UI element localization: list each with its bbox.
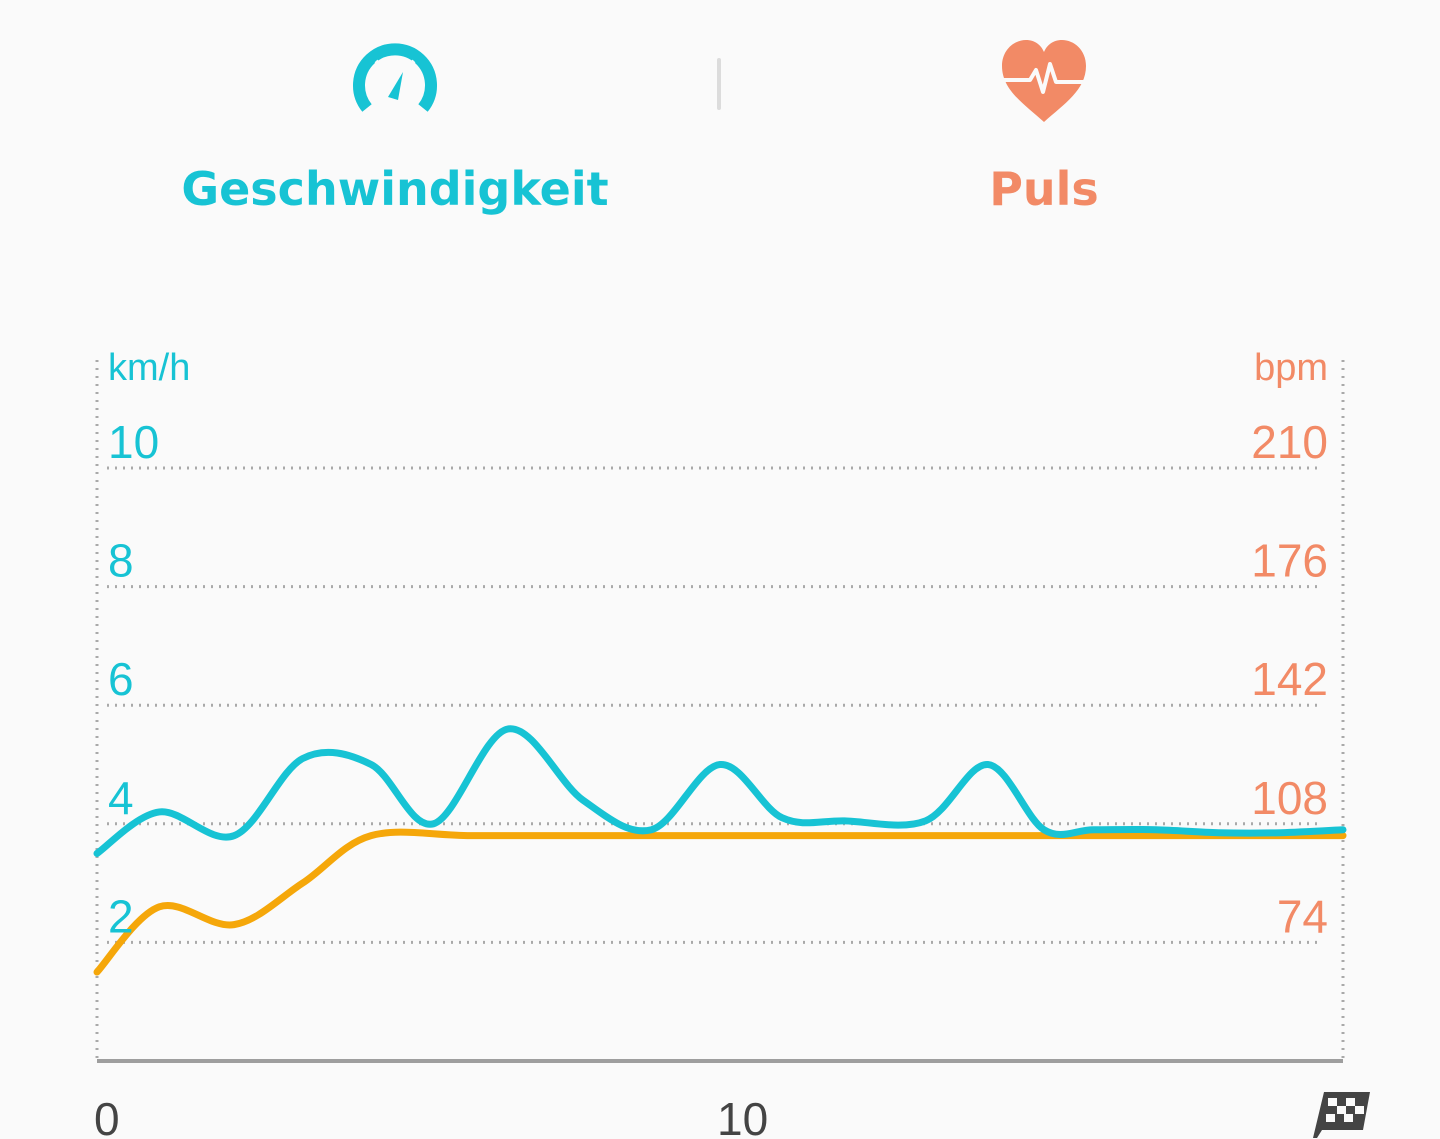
tab-pulse[interactable]: Puls [784,30,1304,230]
right-axis-unit: bpm [1254,347,1328,389]
left-tick-label: 4 [108,772,134,824]
speed-line [93,725,1347,857]
speed-pulse-chart: 2 74 4 108 6 142 8 176 10 210 0 10 km/h bpm [93,347,1370,1139]
left-tick-label: 10 [108,416,159,468]
right-tick-label: 142 [1251,653,1328,705]
left-tick-label: 8 [108,535,134,587]
speedometer-icon [353,43,437,112]
left-tick-label: 6 [108,653,134,705]
right-tick-label: 74 [1277,890,1328,942]
x-tick-label: 0 [94,1093,120,1139]
right-tick-label: 210 [1251,416,1328,468]
x-tick-label: 10 [717,1093,768,1139]
tab-pulse-label: Puls [989,162,1099,216]
right-tick-label: 176 [1251,535,1328,587]
tab-speed[interactable]: Geschwindigkeit [135,30,655,230]
tab-speed-label: Geschwindigkeit [181,162,609,216]
right-tick-label: 108 [1251,772,1328,824]
left-axis-unit: km/h [108,347,190,389]
tab-divider [717,58,721,110]
checkered-flag-icon [1313,1092,1370,1138]
heart-pulse-icon [1002,40,1086,122]
left-tick-label: 2 [108,890,134,942]
pulse-line [93,828,1347,976]
